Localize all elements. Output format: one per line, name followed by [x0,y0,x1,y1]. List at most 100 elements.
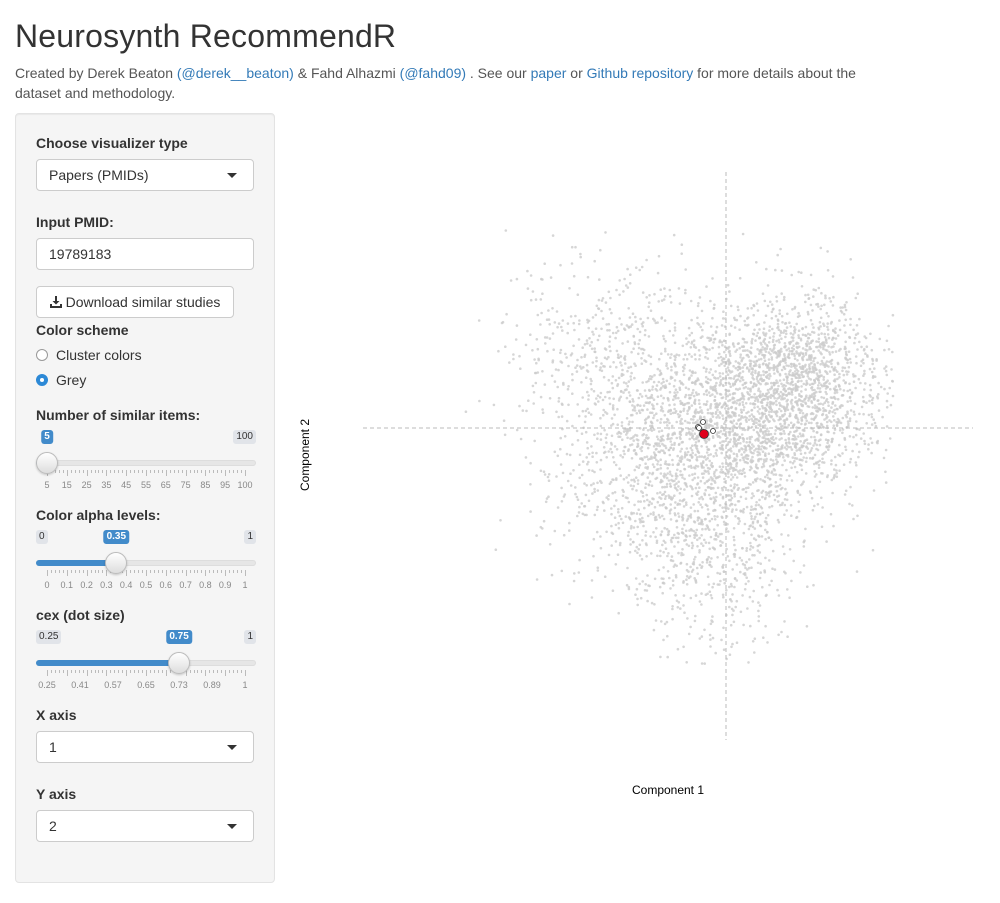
data-point [822,382,826,386]
data-point [781,545,785,548]
data-point [648,443,651,447]
data-point [697,501,700,504]
data-point [823,332,826,336]
data-point [870,370,874,374]
data-point [759,571,762,574]
data-point [859,437,863,440]
data-point [798,463,802,467]
data-point [661,503,664,507]
pmid-input[interactable]: 19789183 [36,238,254,270]
data-point [779,432,782,435]
cex-slider[interactable]: 0.25 1 0.75 0.25 0.41 0.57 0.65 0.73 0.89 1 [36,630,256,700]
data-point [849,485,852,489]
data-point [580,381,583,384]
alpha-slider[interactable]: 0 1 0.35 0 0.1 0.2 0.3 0.4 0.5 0.6 0.7 0.8 0.9 1 [36,530,256,600]
data-point [526,269,529,273]
download-similar-button[interactable]: Download similar studies [36,286,234,318]
data-point [682,645,685,649]
x-axis-select[interactable]: 1 [36,731,254,763]
data-point [747,661,750,664]
slider-handle[interactable] [168,652,191,674]
data-point [738,347,741,350]
data-point [777,594,781,597]
slider-handle[interactable] [36,452,58,474]
data-point [731,613,734,617]
data-point [688,352,691,356]
data-point [767,470,770,473]
twitter-link-derek[interactable]: (@derek__beaton) [176,65,294,81]
data-point [673,379,677,382]
data-point [784,384,787,388]
twitter-link-fahd[interactable]: (@fahd09) [399,65,467,81]
data-point [693,509,697,513]
data-point [643,499,646,503]
slider-tick [134,470,136,473]
data-point [594,327,598,330]
data-point [795,471,799,474]
data-point [599,458,603,462]
data-point [774,473,778,476]
data-point [733,577,737,580]
data-point [777,384,780,388]
data-point [646,467,649,470]
data-point [723,456,727,460]
data-point [712,500,716,504]
data-point [824,294,827,297]
data-point [888,386,891,390]
data-point [720,444,724,447]
slider-value-label: 0.75 [166,630,192,644]
data-point [659,458,662,462]
visualizer-select[interactable]: Papers (PMIDs) [36,159,254,191]
data-point [638,517,641,521]
data-point [800,468,804,472]
data-point [871,548,875,552]
data-point [644,534,647,537]
data-point [697,392,700,396]
data-point [678,379,682,383]
data-point [667,410,670,414]
data-point [641,352,645,355]
data-point [683,395,687,399]
data-point [727,456,731,460]
data-point [709,638,712,641]
data-point [640,445,644,449]
data-point [795,457,799,460]
data-point [580,367,583,370]
data-point [741,594,744,597]
data-point [701,497,705,501]
data-point [813,394,817,397]
data-point [732,452,736,456]
data-point [595,304,599,308]
data-point [656,367,660,371]
data-point [615,325,619,329]
data-point [699,336,703,339]
y-axis-select[interactable]: 2 [36,810,254,842]
data-point [843,436,846,440]
data-point [813,441,817,445]
similar-items-slider[interactable]: 100 5 5 15 25 35 45 55 65 75 85 95 100 [36,430,256,500]
slider-track[interactable] [36,460,256,466]
data-point [662,581,665,585]
data-point [579,365,582,368]
data-point [710,517,714,521]
data-point [615,349,619,353]
data-point [478,399,481,403]
data-point [802,382,806,386]
paper-link[interactable]: paper [530,65,567,81]
data-point [778,415,782,419]
data-point [848,460,852,464]
data-point [512,353,515,356]
data-point [766,513,770,517]
scatter-plot-svg [363,172,973,740]
data-point [841,452,844,455]
slider-handle[interactable] [105,552,128,574]
data-point [808,383,812,386]
scatter-plot[interactable] [280,140,1000,820]
data-point [692,415,696,418]
github-link[interactable]: Github repository [586,65,694,81]
data-point [844,489,848,493]
data-point [691,444,694,448]
data-point [559,360,562,363]
data-point [659,394,663,398]
data-point [560,500,564,503]
